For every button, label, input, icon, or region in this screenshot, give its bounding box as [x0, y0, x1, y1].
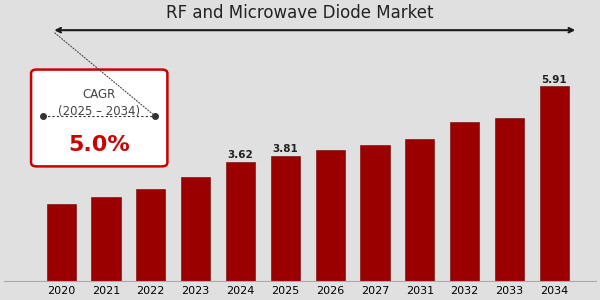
FancyBboxPatch shape	[31, 70, 167, 167]
Bar	[405, 140, 434, 281]
Text: (2025 – 2034): (2025 – 2034)	[58, 105, 140, 118]
Text: 5.0%: 5.0%	[68, 135, 130, 155]
Bar	[450, 122, 479, 281]
Bar	[47, 204, 76, 281]
Bar	[136, 189, 166, 281]
Text: 3.62: 3.62	[227, 150, 253, 160]
Bar	[540, 86, 569, 281]
Bar	[181, 177, 210, 281]
Bar	[495, 118, 524, 281]
Text: 5.91: 5.91	[542, 75, 567, 85]
Text: 3.81: 3.81	[272, 144, 298, 154]
Bar	[271, 155, 300, 281]
Title: RF and Microwave Diode Market: RF and Microwave Diode Market	[166, 4, 434, 22]
Bar	[226, 162, 255, 281]
Bar	[361, 145, 389, 281]
Bar	[316, 150, 345, 281]
Bar	[91, 197, 121, 281]
Text: CAGR: CAGR	[83, 88, 116, 101]
